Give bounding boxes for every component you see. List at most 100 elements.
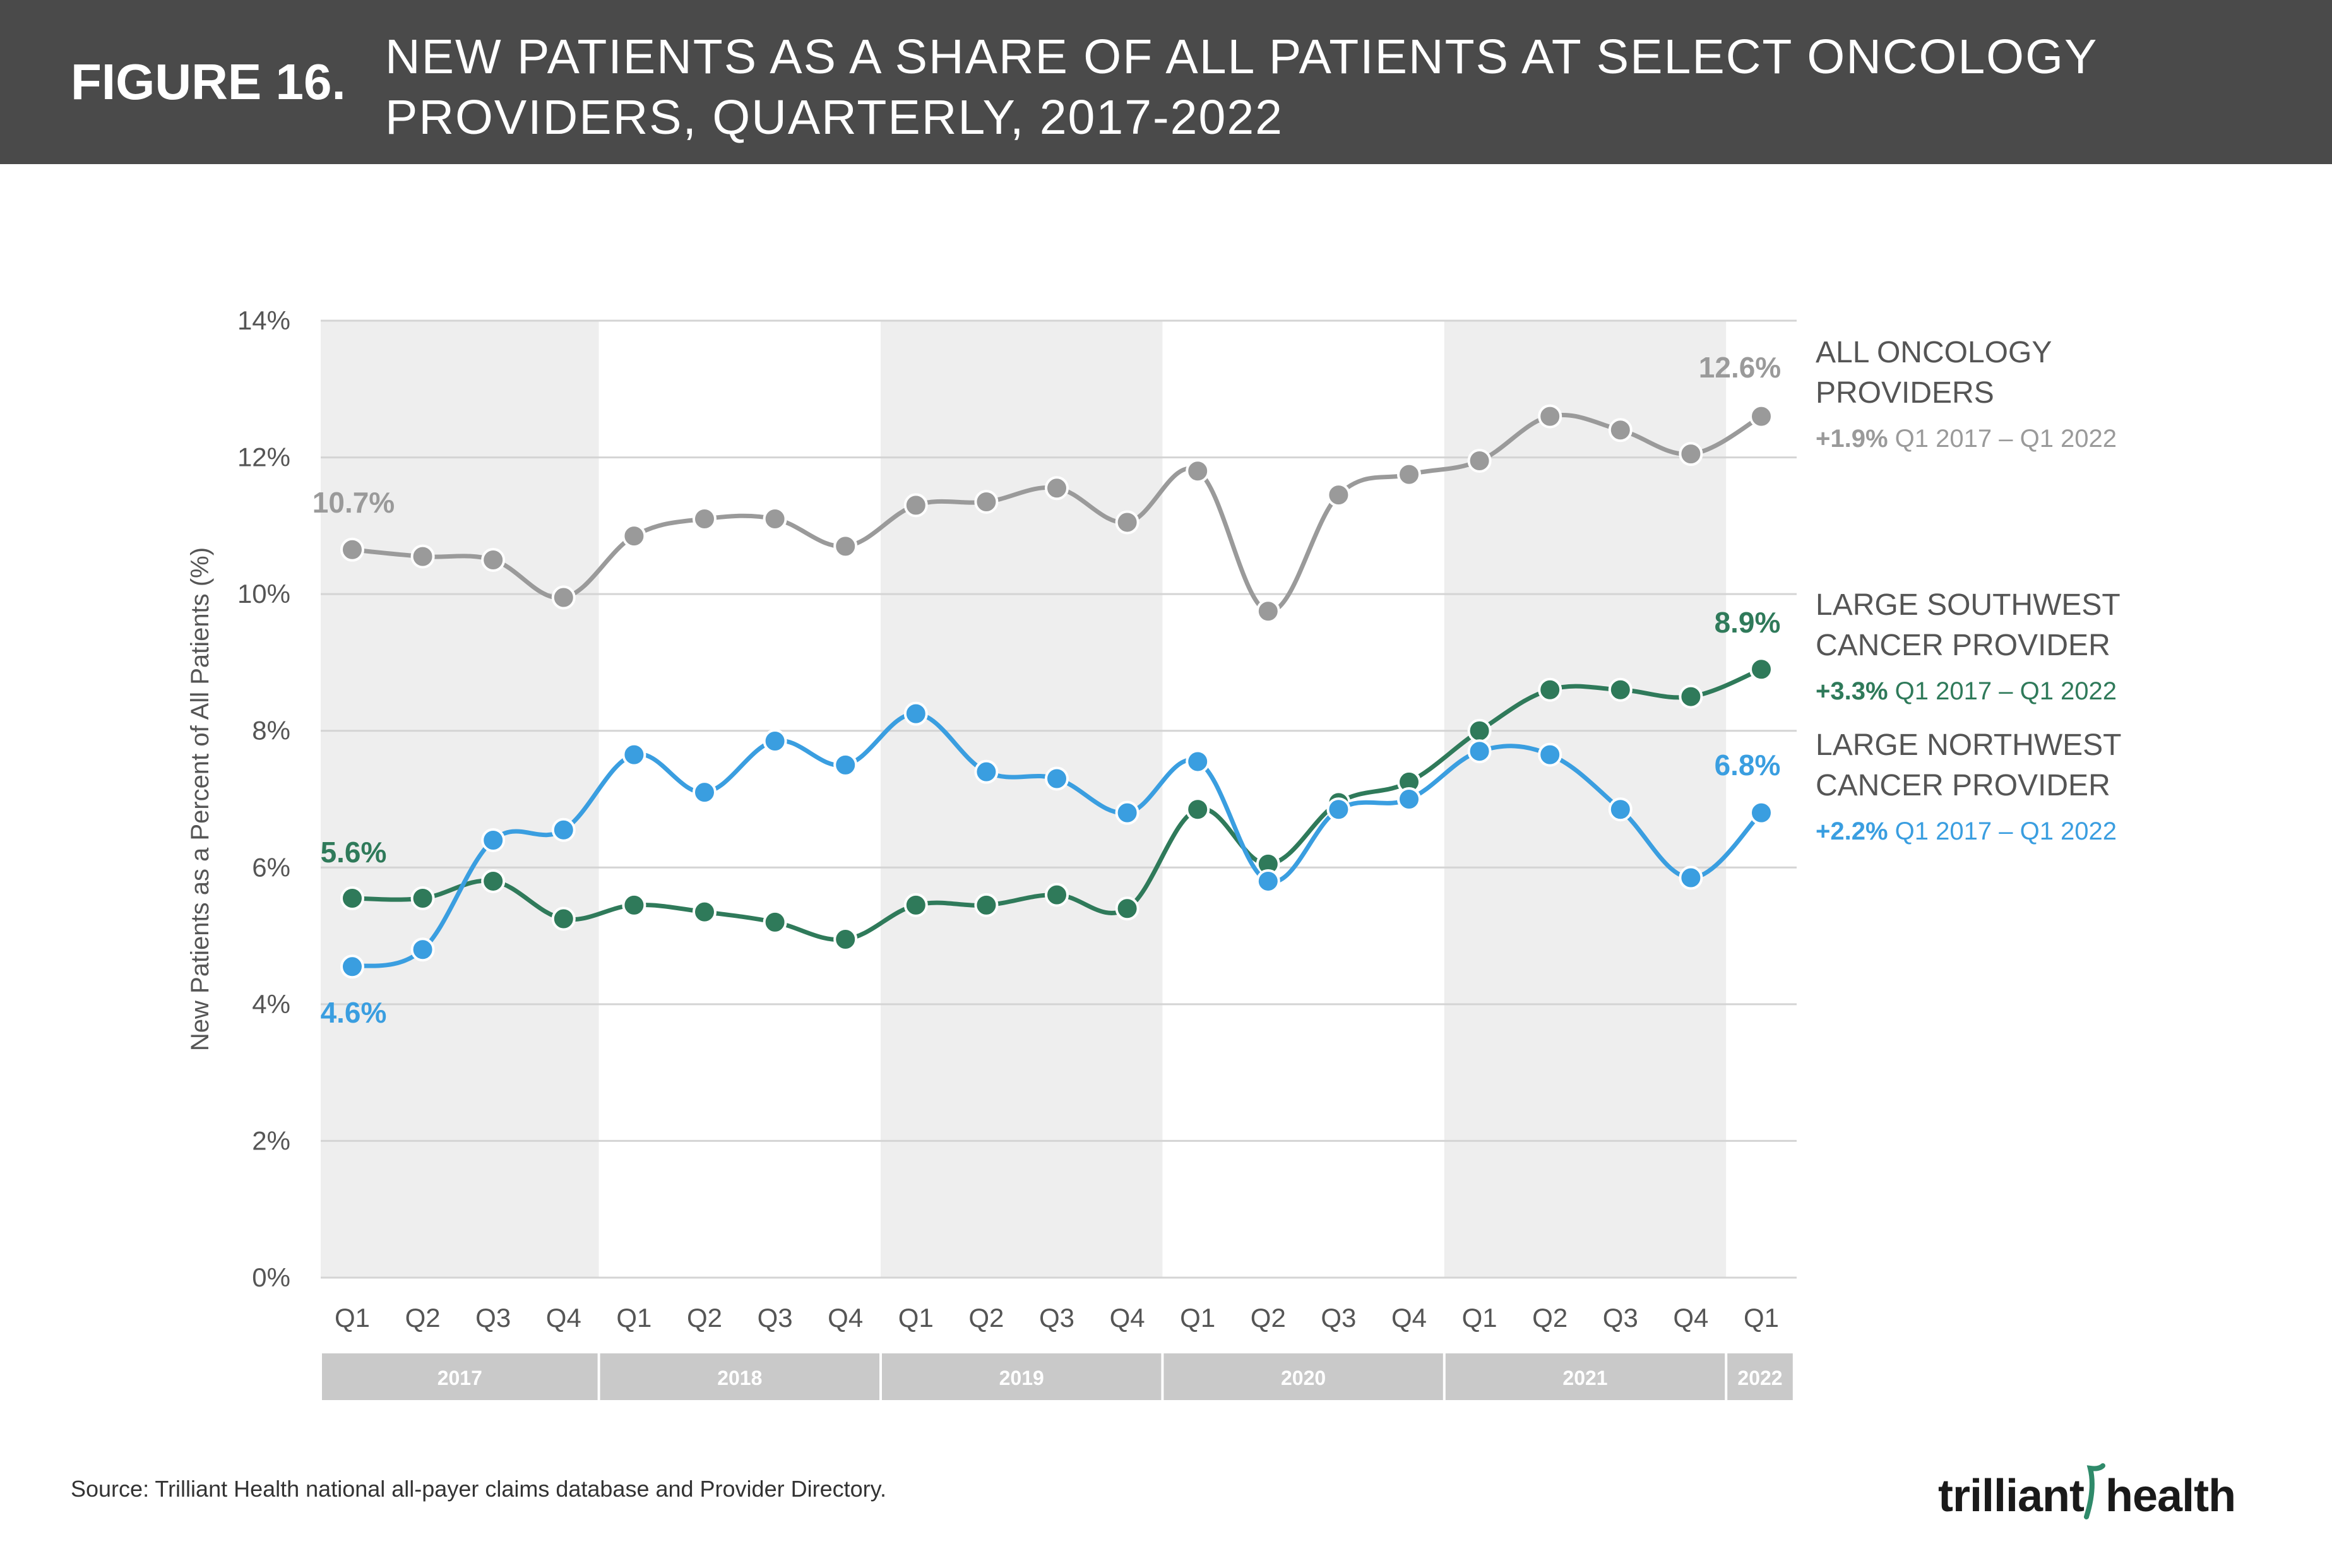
year-label-2022: 2022 (1737, 1367, 1782, 1389)
data-point-northwest (1115, 800, 1139, 825)
y-tick-label: 8% (252, 716, 290, 745)
data-point-northwest (1749, 800, 1773, 825)
data-point-southwest (1608, 677, 1633, 702)
legend-change-southwest: +3.3% Q1 2017 – Q1 2022 (1816, 677, 2117, 705)
data-point-all (551, 585, 576, 610)
x-tick-label: Q4 (1673, 1303, 1708, 1333)
figure-title-line-2: PROVIDERS, QUARTERLY, 2017-2022 (385, 90, 1283, 145)
data-point-all (974, 489, 999, 514)
trilliant-health-logo: trilliant health (1938, 1463, 2236, 1533)
data-point-southwest (1679, 684, 1703, 709)
x-tick-label: Q4 (1391, 1303, 1427, 1333)
x-tick-label: Q2 (1251, 1303, 1286, 1333)
data-point-southwest (1115, 896, 1139, 921)
figure-title: NEW PATIENTS AS A SHARE OF ALL PATIENTS … (385, 27, 2216, 148)
data-point-southwest (340, 886, 364, 911)
logo-wordmark-1: trilliant (1938, 1471, 2085, 1521)
legend-name-line-2-southwest: CANCER PROVIDER (1816, 629, 2110, 662)
y-tick-label: 10% (237, 579, 290, 609)
legend-change-northwest: +2.2% Q1 2017 – Q1 2022 (1816, 817, 2117, 845)
data-point-southwest (974, 893, 999, 917)
end-value-label-southwest: 8.9% (1715, 606, 1781, 639)
data-point-northwest (551, 817, 576, 842)
data-point-northwest (693, 780, 717, 805)
year-bar-2022 (1727, 1353, 1793, 1400)
x-tick-label: Q2 (968, 1303, 1004, 1333)
x-tick-label: Q1 (1462, 1303, 1497, 1333)
x-tick-label: Q3 (475, 1303, 511, 1333)
legend-name-line-2-northwest: CANCER PROVIDER (1816, 769, 2110, 802)
start-value-label-all: 10.7% (312, 486, 395, 519)
data-point-northwest (1538, 742, 1562, 767)
x-tick-label: Q4 (828, 1303, 863, 1333)
x-tick-label: Q1 (616, 1303, 651, 1333)
data-point-all (1608, 418, 1633, 442)
data-point-all (833, 534, 858, 559)
logo-swoosh-icon (2084, 1463, 2106, 1519)
x-tick-label: Q2 (1532, 1303, 1568, 1333)
x-tick-label: Q3 (758, 1303, 793, 1333)
y-tick-label: 6% (252, 852, 290, 882)
logo-wordmark-2: health (2105, 1471, 2236, 1521)
data-point-southwest (551, 906, 576, 931)
year-label-2018: 2018 (717, 1367, 762, 1389)
end-value-label-northwest: 6.8% (1715, 749, 1781, 781)
data-point-all (1467, 448, 1492, 473)
y-tick-label: 2% (252, 1126, 290, 1155)
data-point-southwest (1538, 677, 1562, 702)
data-point-northwest (1326, 797, 1351, 822)
data-point-southwest (410, 886, 435, 911)
data-point-southwest (903, 893, 928, 917)
start-value-label-northwest: 4.6% (321, 996, 387, 1029)
x-tick-label: Q2 (687, 1303, 722, 1333)
data-point-southwest (833, 927, 858, 951)
figure-title-line-1: NEW PATIENTS AS A SHARE OF ALL PATIENTS … (385, 30, 2098, 84)
year-band-2017 (321, 321, 599, 1278)
x-tick-label: Q1 (335, 1303, 370, 1333)
x-tick-label: Q3 (1039, 1303, 1074, 1333)
series-line-all (352, 412, 1763, 614)
year-band-2019 (881, 321, 1163, 1278)
legend-change-period: Q1 2017 – Q1 2022 (1895, 817, 2117, 845)
year-bar-2020 (1163, 1353, 1443, 1400)
data-point-all (903, 493, 928, 518)
year-bar-2017 (322, 1353, 598, 1400)
y-axis-label: New Patients as a Percent of All Patient… (186, 547, 214, 1051)
data-point-northwest (903, 701, 928, 726)
data-point-all (1326, 483, 1351, 508)
x-tick-label: Q4 (546, 1303, 581, 1333)
year-label-2021: 2021 (1562, 1367, 1607, 1389)
data-point-northwest (1045, 766, 1069, 791)
data-point-all (1256, 599, 1280, 624)
data-point-southwest (693, 900, 717, 924)
data-point-northwest (340, 954, 364, 979)
x-tick-label: Q1 (1180, 1303, 1215, 1333)
data-point-all (693, 507, 717, 532)
data-point-all (1749, 404, 1773, 429)
data-point-northwest (622, 742, 646, 767)
data-point-all (622, 524, 646, 549)
legend-change-value: +3.3% (1816, 677, 1895, 705)
legend-change-value: +1.9% (1816, 425, 1895, 453)
data-point-all (763, 507, 787, 532)
y-tick-label: 12% (237, 442, 290, 472)
series-line-southwest (352, 667, 1763, 942)
legend-name-line-2-all: PROVIDERS (1816, 376, 1994, 410)
year-bar-2018 (600, 1353, 879, 1400)
x-tick-label: Q4 (1110, 1303, 1145, 1333)
data-point-all (1115, 510, 1139, 535)
data-point-northwest (763, 728, 787, 753)
data-point-southwest (622, 893, 646, 917)
figure-label: FIGURE 16. (71, 54, 346, 110)
y-tick-label: 0% (252, 1262, 290, 1292)
data-point-southwest (1749, 657, 1773, 682)
data-point-northwest (481, 828, 506, 852)
data-point-all (1045, 476, 1069, 501)
legend-name-line-1-southwest: LARGE SOUTHWEST (1816, 588, 2121, 622)
data-point-northwest (1467, 739, 1492, 764)
data-point-all (410, 544, 435, 569)
x-tick-label: Q3 (1321, 1303, 1356, 1333)
data-point-southwest (1045, 882, 1069, 907)
year-bar-2021 (1445, 1353, 1725, 1400)
